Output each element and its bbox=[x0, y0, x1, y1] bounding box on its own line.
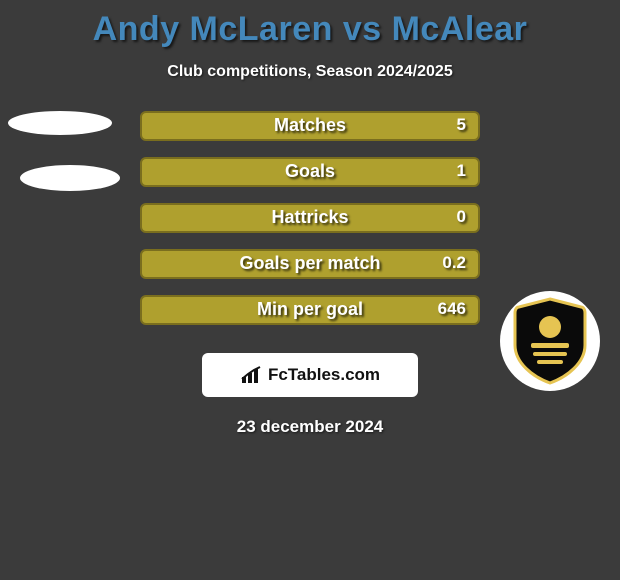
stat-row: Goals per match 0.2 bbox=[0, 249, 620, 295]
stat-label: Hattricks bbox=[0, 207, 620, 228]
page-title: Andy McLaren vs McAlear bbox=[0, 0, 620, 49]
stat-label: Goals bbox=[0, 161, 620, 182]
stat-row: Hattricks 0 bbox=[0, 203, 620, 249]
stat-value: 5 bbox=[457, 115, 466, 135]
stat-value: 0 bbox=[457, 207, 466, 227]
stat-value: 0.2 bbox=[442, 253, 466, 273]
stat-label: Goals per match bbox=[0, 253, 620, 274]
stat-label: Min per goal bbox=[0, 299, 620, 320]
stat-value: 1 bbox=[457, 161, 466, 181]
stat-value: 646 bbox=[438, 299, 466, 319]
barchart-icon bbox=[240, 365, 264, 385]
date-text: 23 december 2024 bbox=[0, 417, 620, 437]
stat-label: Matches bbox=[0, 115, 620, 136]
comparison-card: Andy McLaren vs McAlear Club competition… bbox=[0, 0, 620, 580]
stat-row: Matches 5 bbox=[0, 111, 620, 157]
brand-text: FcTables.com bbox=[268, 365, 380, 385]
stat-row: Min per goal 646 bbox=[0, 295, 620, 341]
stats-area: Matches 5 Goals 1 Hattricks 0 Goals per … bbox=[0, 111, 620, 341]
brand-badge[interactable]: FcTables.com bbox=[202, 353, 418, 397]
stat-row: Goals 1 bbox=[0, 157, 620, 203]
subtitle: Club competitions, Season 2024/2025 bbox=[0, 63, 620, 81]
